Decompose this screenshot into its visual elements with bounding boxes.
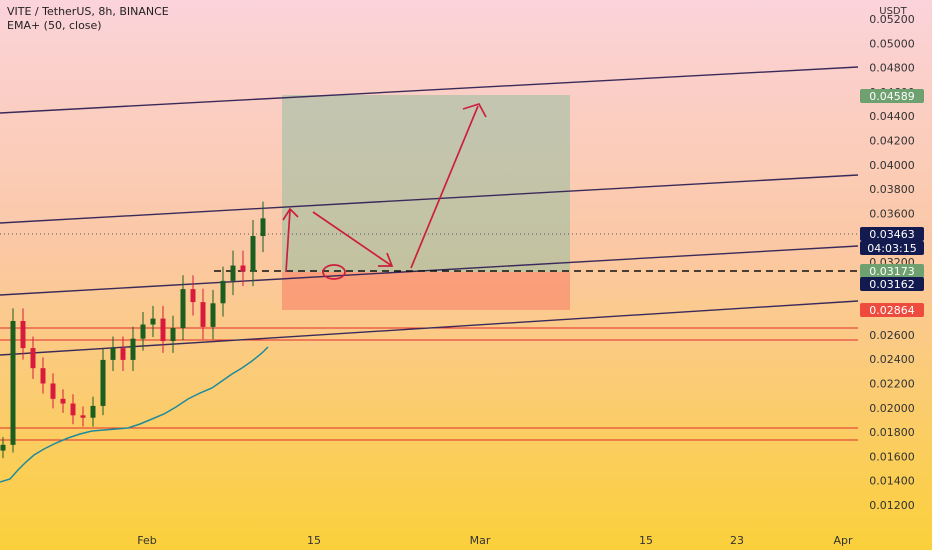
price-tick: 0.04000 xyxy=(869,159,915,172)
stop-text: 0.02864 xyxy=(869,304,915,317)
ema-badge xyxy=(860,277,924,291)
time-tick: Mar xyxy=(470,534,491,547)
price-tick: 0.03600 xyxy=(869,207,915,220)
arrow-up-2 xyxy=(410,105,479,269)
price-tick: 0.04200 xyxy=(869,135,915,148)
candle-body xyxy=(130,338,136,360)
legend[interactable]: VITE / TetherUS, 8h, BINANCE EMA+ (50, c… xyxy=(7,5,169,32)
time-tick: 15 xyxy=(307,534,321,547)
last-price-badge xyxy=(860,227,924,241)
ema-line[interactable] xyxy=(0,346,269,483)
channel-line-lower xyxy=(0,245,859,296)
arrowhead xyxy=(378,252,394,267)
time-tick: Feb xyxy=(137,534,156,547)
time-tick: 15 xyxy=(639,534,653,547)
profit-zone[interactable] xyxy=(282,95,570,272)
price-tick: 0.02200 xyxy=(869,378,915,391)
countdown-text: 04:03:15 xyxy=(867,242,916,255)
candle-body xyxy=(240,265,246,272)
price-tick: 0.02600 xyxy=(869,329,915,342)
arrow-up-1 xyxy=(285,209,291,273)
last-price-text: 0.03463 xyxy=(869,228,915,241)
candles[interactable] xyxy=(0,201,266,459)
candle-body xyxy=(30,348,36,369)
candle-body xyxy=(140,324,146,339)
price-tick: 0.03800 xyxy=(869,183,915,196)
price-tick: 0.05000 xyxy=(869,37,915,50)
candle-body xyxy=(170,328,176,342)
candle-body xyxy=(210,303,216,327)
channel-line-upper xyxy=(0,66,859,114)
candle-body xyxy=(20,320,26,349)
candle-body xyxy=(160,318,166,342)
price-badges: 0.04589 0.03463 04:03:15 0.03173 0.03162… xyxy=(860,89,924,317)
indicator-label: EMA+ (50, close) xyxy=(7,19,102,32)
price-tick: 0.04400 xyxy=(869,110,915,123)
candle-body xyxy=(200,302,206,327)
price-axis[interactable]: 0.052000.050000.048000.046000.044000.042… xyxy=(869,13,915,512)
target-badge-text: 0.04589 xyxy=(869,90,915,103)
symbol-title: VITE / TetherUS, 8h, BINANCE xyxy=(7,5,169,18)
entry-badge xyxy=(860,264,924,278)
candle-body xyxy=(220,280,226,304)
candle-body xyxy=(60,398,66,404)
candle-body xyxy=(150,318,156,325)
entry-text: 0.03173 xyxy=(869,265,915,278)
candle-body xyxy=(180,289,186,329)
candle-body xyxy=(100,359,106,406)
candle-body xyxy=(40,368,46,384)
stop-badge xyxy=(860,303,924,317)
price-tick: 0.04800 xyxy=(869,62,915,75)
price-tick: 0.01800 xyxy=(869,426,915,439)
arrow-down xyxy=(312,211,393,267)
loss-zone[interactable] xyxy=(282,272,570,310)
price-tick: 0.02400 xyxy=(869,353,915,366)
candle-body xyxy=(250,236,256,272)
candle-body xyxy=(80,415,86,418)
candle-body xyxy=(230,265,236,281)
candle-body xyxy=(190,289,196,303)
candle-body xyxy=(90,405,96,418)
price-tick: 0.01600 xyxy=(869,450,915,463)
candle-body xyxy=(10,320,16,445)
scenario-arrows[interactable] xyxy=(282,102,487,280)
ema-text: 0.03162 xyxy=(869,278,915,291)
price-tick: 0.01400 xyxy=(869,475,915,488)
candle-body xyxy=(110,348,116,360)
axis-unit: USDT xyxy=(879,6,907,17)
channel-line-mid xyxy=(0,174,859,224)
candle-body xyxy=(0,444,6,451)
time-tick: Apr xyxy=(833,534,853,547)
price-tick: 0.05200 xyxy=(869,13,915,26)
candle-body xyxy=(120,348,126,360)
candle-body xyxy=(70,403,76,416)
price-tick: 0.02000 xyxy=(869,402,915,415)
candle-body xyxy=(50,383,56,399)
target-badge xyxy=(860,89,924,103)
price-tick: 0.01200 xyxy=(869,499,915,512)
circle-annotation xyxy=(322,264,346,280)
arrowhead xyxy=(282,207,299,221)
countdown-badge xyxy=(860,241,924,255)
time-axis[interactable]: Feb 15 Mar 15 23 Apr xyxy=(137,534,853,547)
candle-body xyxy=(260,218,266,237)
time-tick: 23 xyxy=(730,534,744,547)
arrowhead xyxy=(462,102,487,118)
